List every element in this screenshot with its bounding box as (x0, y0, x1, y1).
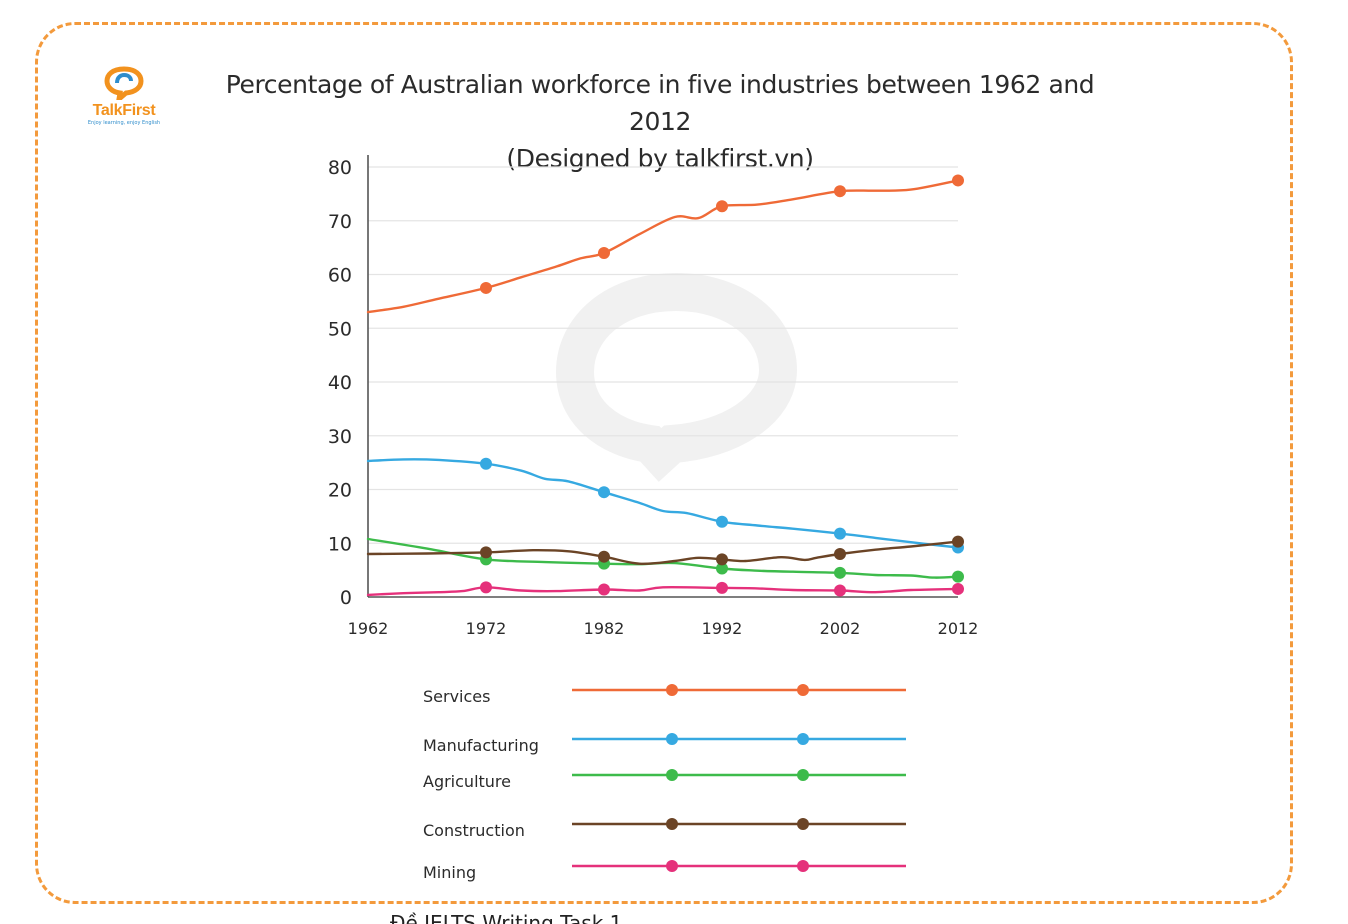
y-tick-label: 0 (340, 587, 352, 609)
data-point-services (716, 200, 728, 213)
y-tick-label: 70 (328, 211, 352, 233)
data-point-services (480, 281, 492, 294)
logo-tagline: Enjoy learning, enjoy English (87, 120, 161, 126)
data-point-services (598, 247, 610, 259)
legend-label-services: Services (423, 687, 490, 706)
legend-marker-construction (797, 818, 809, 830)
chart-title-line2: (Designed by talkfirst.vn) (506, 144, 814, 173)
series-line-mining (366, 585, 960, 597)
data-point-services (834, 185, 846, 198)
speech-bubble-icon (104, 66, 144, 100)
chart-frame (35, 22, 1293, 904)
legend-marker-mining (797, 860, 809, 872)
legend-marker-agriculture (666, 769, 678, 781)
data-point-construction (716, 553, 728, 566)
y-tick-label: 60 (328, 265, 352, 287)
y-tick-label: 20 (328, 480, 352, 502)
y-tick-label: 80 (328, 157, 352, 179)
x-tick-label: 1992 (702, 619, 743, 638)
series-line-construction (366, 540, 960, 566)
data-point-agriculture (834, 566, 846, 579)
gridlines (368, 166, 958, 544)
y-tick-labels: 0 10 20 30 40 50 60 70 80 (328, 157, 352, 609)
x-tick-label: 1982 (584, 619, 625, 638)
data-point-construction (834, 548, 846, 560)
legend-marker-agriculture (797, 769, 809, 781)
talkfirst-logo: TalkFirst Enjoy learning, enjoy English (84, 66, 164, 136)
y-tick-label: 40 (328, 372, 352, 394)
data-point-mining (952, 582, 964, 595)
x-tick-label: 1962 (348, 619, 389, 638)
legend-label-agriculture: Agriculture (423, 772, 511, 791)
x-tick-labels: 1962 1972 1982 1992 2002 2012 (348, 619, 979, 638)
legend-marker-construction (666, 818, 678, 830)
legend-marker-services (666, 684, 678, 696)
data-point-manufacturing (834, 527, 846, 540)
data-point-construction (952, 535, 964, 548)
legend-marker-mining (666, 860, 678, 872)
y-tick-label: 30 (328, 426, 352, 448)
data-point-manufacturing (480, 457, 492, 470)
axes (367, 155, 958, 598)
chart-title: Percentage of Australian workforce in fi… (200, 66, 1120, 177)
x-tick-label: 1972 (466, 619, 507, 638)
legend: Services Manufacturing Agriculture Construc… (423, 684, 906, 882)
watermark-logo (555, 272, 798, 482)
legend-marker-services (797, 684, 809, 696)
y-tick-label: 50 (328, 318, 352, 340)
legend-marker-manufacturing (797, 733, 809, 745)
legend-label-construction: Construction (423, 821, 525, 840)
chart-title-line1: Percentage of Australian workforce in fi… (225, 70, 1095, 136)
data-point-mining (480, 581, 492, 594)
data-point-construction (598, 550, 610, 563)
x-tick-label: 2002 (820, 619, 861, 638)
y-tick-label: 10 (328, 533, 352, 555)
data-point-mining (834, 584, 846, 597)
data-point-mining (598, 583, 610, 596)
legend-label-manufacturing: Manufacturing (423, 736, 539, 755)
logo-name: TalkFirst (92, 102, 156, 119)
legend-label-mining: Mining (423, 863, 476, 882)
data-point-manufacturing (716, 515, 728, 528)
data-point-services (952, 174, 964, 187)
series-line-agriculture (366, 537, 960, 579)
data-point-mining (716, 581, 728, 594)
data-point-construction (480, 546, 492, 559)
legend-marker-manufacturing (666, 733, 678, 745)
x-tick-label: 2012 (938, 619, 979, 638)
series-lines (366, 174, 964, 597)
footer-partial-text: Đề IELTS Writing Task 1 (390, 911, 623, 924)
data-point-agriculture (716, 562, 728, 575)
data-point-manufacturing (598, 486, 610, 499)
data-point-agriculture (952, 570, 964, 583)
